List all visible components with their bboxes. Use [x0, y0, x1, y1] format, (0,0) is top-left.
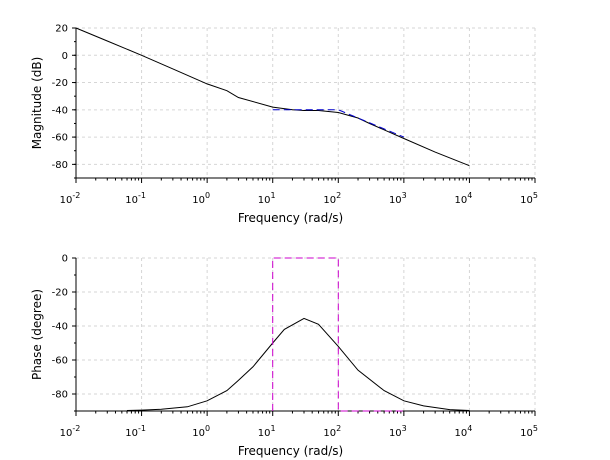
x-axis-label: Frequency (rad/s) [238, 211, 343, 225]
asymptote-line [272, 109, 405, 138]
y-tick-label: -20 [52, 78, 68, 89]
y-tick-label: 0 [62, 254, 68, 265]
x-tick-label: 100 [192, 191, 210, 206]
y-axis-label: Phase (degree) [30, 289, 44, 380]
x-tick-label: 10-2 [60, 191, 81, 206]
y-axis-label: Magnitude (dB) [30, 57, 44, 150]
y-tick-label: -20 [52, 288, 68, 299]
magnitude-plot: 20 0 -20 -40 -60 -80 10-2 10-1 100 101 102 103 104 10… [30, 24, 538, 226]
x-tick-label: 10-1 [125, 191, 146, 206]
y-tick-label: 0 [62, 51, 68, 62]
y-tick-label: -80 [52, 390, 68, 401]
x-tick-label: 10-1 [125, 424, 146, 439]
y-tick-label: 20 [55, 24, 68, 35]
x-tick-label: 102 [323, 191, 341, 206]
x-tick-label: 103 [389, 424, 407, 439]
y-tick-label: -60 [52, 356, 68, 367]
y-tick-label: -60 [52, 133, 68, 144]
x-tick-label: 104 [455, 424, 473, 439]
phase-plot: 0 -20 -40 -60 -80 10-2 10-1 100 101 102 103 104 105 F… [30, 254, 538, 459]
x-axis-label: Frequency (rad/s) [238, 444, 343, 458]
x-tick-label: 100 [192, 424, 210, 439]
phase-curve [126, 317, 470, 411]
x-tick-label: 10-2 [60, 424, 81, 439]
x-tick-label: 101 [258, 424, 276, 439]
x-tick-label: 105 [520, 191, 538, 206]
y-tick-label: -40 [52, 322, 68, 333]
y-tick-label: -40 [52, 105, 68, 116]
x-tick-label: 104 [455, 191, 473, 206]
x-tick-label: 103 [389, 191, 407, 206]
asymptote-line [272, 257, 404, 412]
y-tick-label: -80 [52, 160, 68, 171]
x-tick-label: 102 [323, 424, 341, 439]
x-tick-label: 105 [520, 424, 538, 439]
magnitude-curve [75, 27, 470, 167]
x-tick-label: 101 [258, 191, 276, 206]
